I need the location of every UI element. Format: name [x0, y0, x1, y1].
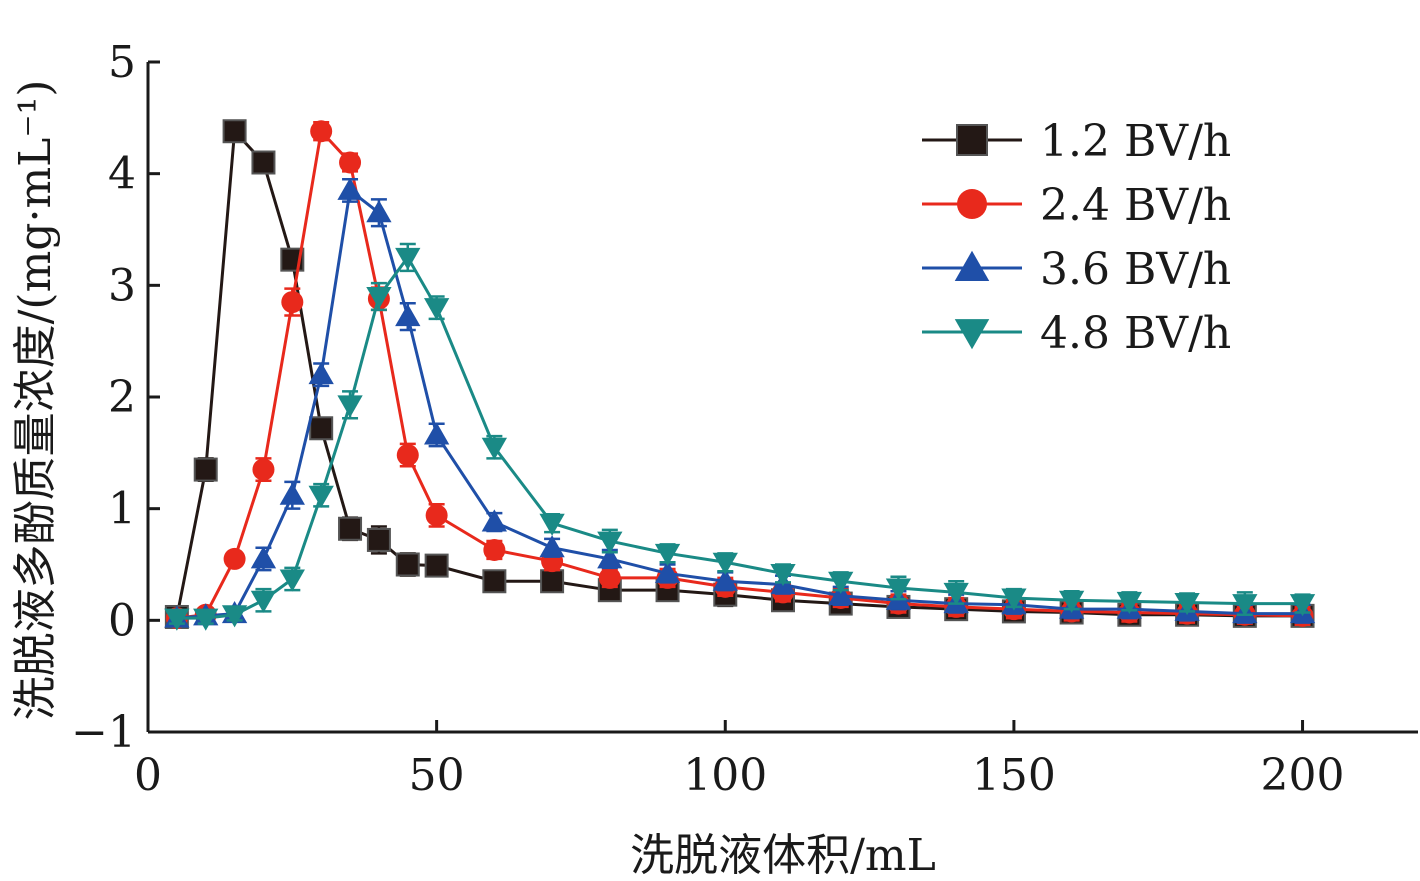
data-point: [338, 516, 363, 541]
x-tick-label: 200: [1261, 750, 1345, 801]
data-point: [339, 151, 362, 174]
data-point: [337, 177, 363, 200]
legend-marker: [956, 124, 988, 156]
data-point: [223, 547, 246, 570]
data-point: [193, 457, 218, 482]
data-point: [943, 582, 969, 606]
legend-item: 4.8 BV/h: [922, 308, 1231, 359]
data-point: [712, 552, 738, 575]
data-point: [539, 535, 565, 558]
y-tick-label: 0: [108, 595, 136, 646]
data-point: [482, 569, 507, 594]
data-point: [828, 571, 854, 594]
data-point: [396, 444, 419, 467]
data-point: [423, 298, 450, 321]
legend: 1.2 BV/h 2.4 BV/h 3.6 BV/h 4.8 BV/h: [922, 116, 1231, 359]
x-tick-label: 0: [134, 750, 162, 801]
data-point: [540, 569, 565, 594]
series-4: [164, 242, 1316, 631]
data-point: [597, 531, 623, 554]
data-point: [425, 504, 448, 527]
legend-marker: [954, 250, 990, 281]
data-point: [828, 583, 854, 606]
data-point: [424, 553, 449, 578]
data-point: [164, 608, 190, 631]
data-point: [366, 527, 391, 552]
data-point: [308, 485, 334, 508]
legend-item: 3.6 BV/h: [922, 244, 1231, 295]
data-point: [1174, 592, 1200, 616]
data-point: [337, 395, 363, 418]
x-tick-label: 50: [409, 750, 465, 801]
data-point: [1001, 588, 1027, 611]
data-point: [221, 605, 248, 628]
data-point: [885, 578, 912, 601]
data-point: [250, 590, 277, 613]
legend-label: 4.8 BV/h: [1040, 308, 1231, 359]
data-point: [279, 569, 305, 592]
data-point: [598, 566, 621, 589]
y-axis-title: 洗脱液多酚质量浓度/(mg·mL⁻¹): [10, 80, 61, 721]
data-point: [483, 538, 506, 561]
legend-label: 1.2 BV/h: [1040, 116, 1231, 167]
data-point: [251, 150, 276, 175]
legend-label: 3.6 BV/h: [1040, 244, 1231, 295]
y-tick-label: −1: [71, 707, 136, 758]
legend-label: 2.4 BV/h: [1040, 180, 1231, 231]
data-point: [279, 482, 305, 505]
data-point: [423, 422, 450, 445]
data-point: [222, 119, 247, 144]
data-point: [308, 362, 334, 385]
y-tick-label: 4: [108, 149, 136, 200]
data-point: [597, 546, 623, 569]
data-point: [395, 247, 421, 271]
data-point: [481, 437, 508, 460]
data-point: [252, 458, 275, 481]
data-point: [481, 509, 508, 532]
data-point: [1289, 594, 1316, 617]
data-point: [250, 546, 277, 569]
data-point: [654, 543, 681, 566]
legend-item: 2.4 BV/h: [922, 180, 1231, 231]
data-point: [1116, 591, 1143, 614]
data-point: [193, 608, 219, 631]
data-point: [395, 552, 420, 577]
legend-item: 1.2 BV/h: [922, 116, 1231, 167]
y-tick-label: 5: [108, 37, 136, 88]
data-point: [712, 568, 738, 591]
data-point: [1232, 594, 1258, 617]
data-point: [654, 560, 681, 583]
data-point: [281, 291, 304, 314]
data-point: [395, 303, 421, 327]
legend-marker: [957, 189, 987, 219]
y-tick-label: 2: [108, 372, 136, 423]
x-axis-title: 洗脱液体积/mL: [630, 830, 936, 881]
data-point: [366, 200, 392, 223]
data-point: [770, 563, 796, 587]
series-layer: [164, 119, 1316, 631]
x-tick-label: 150: [972, 750, 1056, 801]
x-tick-label: 100: [683, 750, 767, 801]
y-tick-label: 1: [108, 484, 136, 535]
data-point: [309, 416, 334, 441]
ticks: [146, 60, 1305, 734]
data-point: [366, 287, 392, 310]
data-point: [1058, 590, 1085, 613]
data-point: [539, 513, 565, 536]
data-point: [310, 120, 333, 143]
legend-marker: [954, 319, 990, 350]
y-tick-label: 3: [108, 260, 136, 311]
